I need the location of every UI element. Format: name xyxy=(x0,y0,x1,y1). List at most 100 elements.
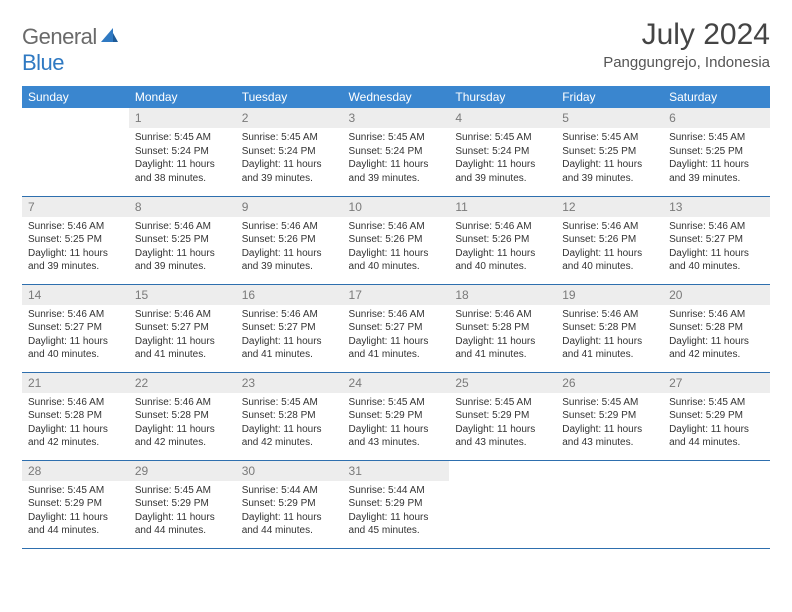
day-number: 25 xyxy=(449,373,556,393)
day-details: Sunrise: 5:46 AMSunset: 5:26 PMDaylight:… xyxy=(236,217,343,280)
day-number: 23 xyxy=(236,373,343,393)
daylight-line: Daylight: 11 hours and 43 minutes. xyxy=(455,423,550,450)
sunrise-line: Sunrise: 5:46 AM xyxy=(135,308,230,322)
day-details: Sunrise: 5:46 AMSunset: 5:27 PMDaylight:… xyxy=(343,305,450,368)
day-details: Sunrise: 5:45 AMSunset: 5:24 PMDaylight:… xyxy=(449,128,556,191)
day-number: 24 xyxy=(343,373,450,393)
day-header-saturday: Saturday xyxy=(663,86,770,108)
sunset-line: Sunset: 5:24 PM xyxy=(455,145,550,159)
page-header: General Blue July 2024 Panggungrejo, Ind… xyxy=(22,18,770,76)
daylight-line: Daylight: 11 hours and 39 minutes. xyxy=(669,158,764,185)
sunrise-line: Sunrise: 5:45 AM xyxy=(242,131,337,145)
logo-sail-icon xyxy=(99,24,119,50)
day-cell: 22Sunrise: 5:46 AMSunset: 5:28 PMDayligh… xyxy=(129,372,236,460)
day-cell: 15Sunrise: 5:46 AMSunset: 5:27 PMDayligh… xyxy=(129,284,236,372)
sunrise-line: Sunrise: 5:45 AM xyxy=(455,396,550,410)
calendar-table: SundayMondayTuesdayWednesdayThursdayFrid… xyxy=(22,86,770,549)
day-number: 1 xyxy=(129,108,236,128)
day-details: Sunrise: 5:46 AMSunset: 5:26 PMDaylight:… xyxy=(556,217,663,280)
day-cell: 10Sunrise: 5:46 AMSunset: 5:26 PMDayligh… xyxy=(343,196,450,284)
sunset-line: Sunset: 5:27 PM xyxy=(349,321,444,335)
logo-text-general: General xyxy=(22,24,97,49)
daylight-line: Daylight: 11 hours and 44 minutes. xyxy=(242,511,337,538)
sunset-line: Sunset: 5:29 PM xyxy=(28,497,123,511)
day-number: 3 xyxy=(343,108,450,128)
day-details: Sunrise: 5:45 AMSunset: 5:24 PMDaylight:… xyxy=(129,128,236,191)
day-number: 28 xyxy=(22,461,129,481)
day-header-sunday: Sunday xyxy=(22,86,129,108)
day-number: 12 xyxy=(556,197,663,217)
day-number: 16 xyxy=(236,285,343,305)
daylight-line: Daylight: 11 hours and 39 minutes. xyxy=(455,158,550,185)
daylight-line: Daylight: 11 hours and 40 minutes. xyxy=(455,247,550,274)
day-number: 20 xyxy=(663,285,770,305)
week-row: 14Sunrise: 5:46 AMSunset: 5:27 PMDayligh… xyxy=(22,284,770,372)
sunset-line: Sunset: 5:29 PM xyxy=(242,497,337,511)
day-cell: 4Sunrise: 5:45 AMSunset: 5:24 PMDaylight… xyxy=(449,108,556,196)
sunrise-line: Sunrise: 5:46 AM xyxy=(28,220,123,234)
week-row: 1Sunrise: 5:45 AMSunset: 5:24 PMDaylight… xyxy=(22,108,770,196)
day-cell: 1Sunrise: 5:45 AMSunset: 5:24 PMDaylight… xyxy=(129,108,236,196)
daylight-line: Daylight: 11 hours and 42 minutes. xyxy=(135,423,230,450)
sunset-line: Sunset: 5:24 PM xyxy=(242,145,337,159)
day-details: Sunrise: 5:46 AMSunset: 5:26 PMDaylight:… xyxy=(343,217,450,280)
sunrise-line: Sunrise: 5:46 AM xyxy=(135,220,230,234)
daylight-line: Daylight: 11 hours and 39 minutes. xyxy=(562,158,657,185)
day-cell: 8Sunrise: 5:46 AMSunset: 5:25 PMDaylight… xyxy=(129,196,236,284)
day-details: Sunrise: 5:46 AMSunset: 5:28 PMDaylight:… xyxy=(22,393,129,456)
day-number: 5 xyxy=(556,108,663,128)
sunset-line: Sunset: 5:26 PM xyxy=(242,233,337,247)
day-details: Sunrise: 5:44 AMSunset: 5:29 PMDaylight:… xyxy=(343,481,450,544)
sunset-line: Sunset: 5:24 PM xyxy=(135,145,230,159)
day-cell: 17Sunrise: 5:46 AMSunset: 5:27 PMDayligh… xyxy=(343,284,450,372)
day-details: Sunrise: 5:45 AMSunset: 5:25 PMDaylight:… xyxy=(556,128,663,191)
sunset-line: Sunset: 5:29 PM xyxy=(669,409,764,423)
day-cell: 20Sunrise: 5:46 AMSunset: 5:28 PMDayligh… xyxy=(663,284,770,372)
day-cell: 7Sunrise: 5:46 AMSunset: 5:25 PMDaylight… xyxy=(22,196,129,284)
day-cell: 5Sunrise: 5:45 AMSunset: 5:25 PMDaylight… xyxy=(556,108,663,196)
day-details: Sunrise: 5:45 AMSunset: 5:28 PMDaylight:… xyxy=(236,393,343,456)
daylight-line: Daylight: 11 hours and 43 minutes. xyxy=(562,423,657,450)
day-details: Sunrise: 5:46 AMSunset: 5:27 PMDaylight:… xyxy=(236,305,343,368)
calendar-body: 1Sunrise: 5:45 AMSunset: 5:24 PMDaylight… xyxy=(22,108,770,548)
sunset-line: Sunset: 5:27 PM xyxy=(135,321,230,335)
brand-logo: General Blue xyxy=(22,24,117,76)
day-details: Sunrise: 5:46 AMSunset: 5:26 PMDaylight:… xyxy=(449,217,556,280)
location-label: Panggungrejo, Indonesia xyxy=(603,54,770,71)
day-number: 26 xyxy=(556,373,663,393)
daylight-line: Daylight: 11 hours and 39 minutes. xyxy=(28,247,123,274)
day-cell: 18Sunrise: 5:46 AMSunset: 5:28 PMDayligh… xyxy=(449,284,556,372)
sunrise-line: Sunrise: 5:46 AM xyxy=(349,220,444,234)
sunrise-line: Sunrise: 5:46 AM xyxy=(455,308,550,322)
day-cell: 29Sunrise: 5:45 AMSunset: 5:29 PMDayligh… xyxy=(129,460,236,548)
day-cell xyxy=(663,460,770,548)
sunset-line: Sunset: 5:28 PM xyxy=(28,409,123,423)
day-header-tuesday: Tuesday xyxy=(236,86,343,108)
day-cell xyxy=(449,460,556,548)
day-details: Sunrise: 5:46 AMSunset: 5:28 PMDaylight:… xyxy=(449,305,556,368)
daylight-line: Daylight: 11 hours and 39 minutes. xyxy=(349,158,444,185)
sunrise-line: Sunrise: 5:45 AM xyxy=(135,131,230,145)
sunset-line: Sunset: 5:27 PM xyxy=(28,321,123,335)
day-number: 10 xyxy=(343,197,450,217)
sunset-line: Sunset: 5:25 PM xyxy=(28,233,123,247)
day-details: Sunrise: 5:45 AMSunset: 5:25 PMDaylight:… xyxy=(663,128,770,191)
day-number: 7 xyxy=(22,197,129,217)
day-details: Sunrise: 5:46 AMSunset: 5:25 PMDaylight:… xyxy=(22,217,129,280)
sunrise-line: Sunrise: 5:45 AM xyxy=(562,396,657,410)
sunrise-line: Sunrise: 5:44 AM xyxy=(349,484,444,498)
sunset-line: Sunset: 5:26 PM xyxy=(562,233,657,247)
sunrise-line: Sunrise: 5:45 AM xyxy=(455,131,550,145)
month-title: July 2024 xyxy=(603,18,770,52)
sunset-line: Sunset: 5:27 PM xyxy=(669,233,764,247)
day-details: Sunrise: 5:45 AMSunset: 5:29 PMDaylight:… xyxy=(449,393,556,456)
day-header-wednesday: Wednesday xyxy=(343,86,450,108)
week-row: 21Sunrise: 5:46 AMSunset: 5:28 PMDayligh… xyxy=(22,372,770,460)
sunrise-line: Sunrise: 5:45 AM xyxy=(562,131,657,145)
sunset-line: Sunset: 5:28 PM xyxy=(455,321,550,335)
daylight-line: Daylight: 11 hours and 45 minutes. xyxy=(349,511,444,538)
day-number: 13 xyxy=(663,197,770,217)
daylight-line: Daylight: 11 hours and 44 minutes. xyxy=(669,423,764,450)
day-details: Sunrise: 5:45 AMSunset: 5:29 PMDaylight:… xyxy=(129,481,236,544)
day-details: Sunrise: 5:46 AMSunset: 5:28 PMDaylight:… xyxy=(663,305,770,368)
